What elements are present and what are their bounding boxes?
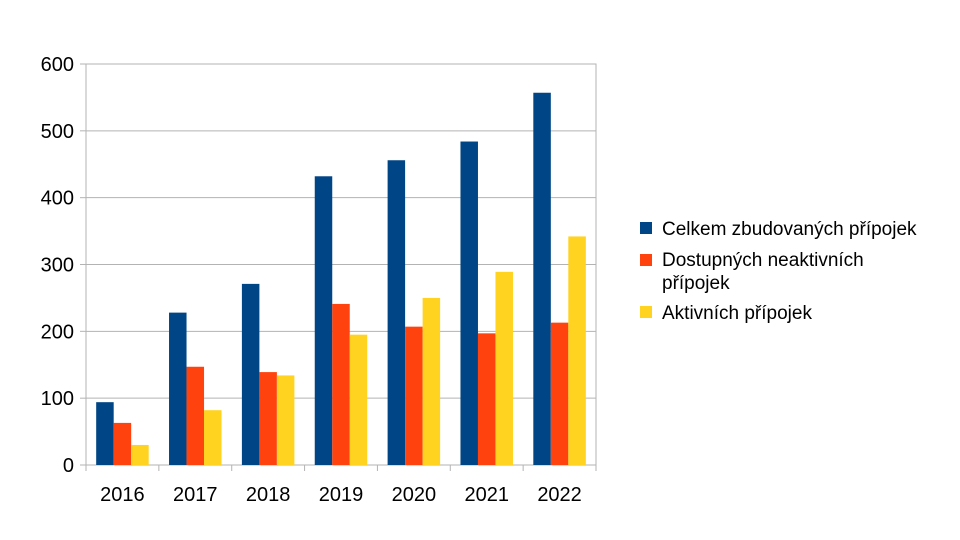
legend-label-0: Celkem zbudovaných přípojek — [662, 219, 917, 240]
y-tick-label: 100 — [41, 388, 74, 410]
bar-dostupn-ch-neaktivn-ch-p-pojek-2016 — [113, 422, 132, 465]
bar-dostupn-ch-neaktivn-ch-p-pojek-2018 — [259, 372, 277, 465]
bar-celkem-zbudovan-ch-p-pojek-2022 — [533, 92, 551, 465]
y-tick-label: 0 — [63, 455, 74, 477]
x-tick-label: 2021 — [464, 484, 509, 506]
legend-label-2: Aktivních přípojek — [662, 303, 812, 324]
bar-celkem-zbudovan-ch-p-pojek-2018 — [241, 283, 260, 465]
y-tick-label: 400 — [41, 188, 74, 210]
bar-aktivn-ch-p-pojek-2022 — [568, 236, 586, 465]
bar-celkem-zbudovan-ch-p-pojek-2021 — [460, 141, 478, 465]
bars — [96, 92, 586, 466]
x-axis-ticks: 2016 2017 2018 2019 2020 2021 2022 — [100, 484, 582, 506]
legend-label-1: Dostupných neaktivních přípojek — [662, 250, 869, 294]
bar-aktivn-ch-p-pojek-2018 — [276, 375, 295, 465]
bar-aktivn-ch-p-pojek-2016 — [131, 444, 149, 465]
bar-dostupn-ch-neaktivn-ch-p-pojek-2019 — [332, 303, 350, 465]
legend-swatch-1 — [640, 254, 652, 266]
bar-celkem-zbudovan-ch-p-pojek-2019 — [314, 176, 333, 465]
plot-area: 0 100 200 300 400 500 600 2016 2017 2018 2019 2020… — [41, 54, 597, 506]
x-tick-label: 2020 — [392, 484, 437, 506]
bar-aktivn-ch-p-pojek-2020 — [422, 297, 441, 465]
bar-aktivn-ch-p-pojek-2019 — [349, 334, 368, 465]
y-tick-label: 500 — [41, 121, 74, 143]
x-tick-label: 2018 — [246, 484, 291, 506]
bar-celkem-zbudovan-ch-p-pojek-2016 — [96, 402, 114, 465]
bar-celkem-zbudovan-ch-p-pojek-2017 — [169, 312, 187, 465]
bar-dostupn-ch-neaktivn-ch-p-pojek-2022 — [550, 322, 569, 465]
bar-celkem-zbudovan-ch-p-pojek-2020 — [387, 160, 406, 466]
y-tick-label: 300 — [41, 255, 74, 277]
bar-aktivn-ch-p-pojek-2021 — [495, 271, 513, 465]
y-tick-label: 600 — [41, 54, 74, 76]
bar-dostupn-ch-neaktivn-ch-p-pojek-2021 — [477, 333, 496, 465]
x-tick-label: 2016 — [100, 484, 145, 506]
bar-aktivn-ch-p-pojek-2017 — [204, 410, 222, 465]
legend-label-1-line-1: Dostupných neaktivních — [662, 250, 864, 271]
x-tick-label: 2019 — [319, 484, 364, 506]
legend-swatch-2 — [640, 306, 652, 318]
legend-swatch-0 — [640, 222, 652, 234]
y-tick-label: 200 — [41, 321, 74, 343]
bar-dostupn-ch-neaktivn-ch-p-pojek-2017 — [186, 366, 205, 465]
y-axis-ticks: 0 100 200 300 400 500 600 — [41, 54, 74, 477]
legend-label-1-line-2: přípojek — [662, 273, 730, 294]
bar-dostupn-ch-neaktivn-ch-p-pojek-2020 — [405, 326, 423, 465]
x-tick-label: 2017 — [173, 484, 218, 506]
legend: Celkem zbudovaných přípojek Dostupných n… — [640, 219, 917, 324]
x-tick-label: 2022 — [537, 484, 582, 506]
